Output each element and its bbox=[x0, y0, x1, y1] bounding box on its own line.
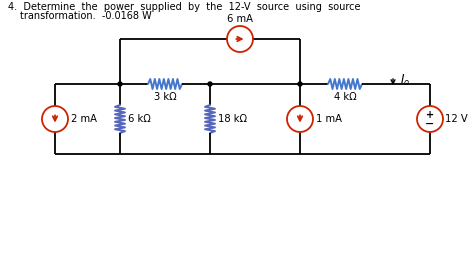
Circle shape bbox=[298, 82, 302, 86]
Text: 18 kΩ: 18 kΩ bbox=[218, 114, 247, 124]
Text: 6 kΩ: 6 kΩ bbox=[128, 114, 151, 124]
Circle shape bbox=[118, 82, 122, 86]
Text: $I_o$: $I_o$ bbox=[400, 73, 410, 88]
Text: 4 kΩ: 4 kΩ bbox=[334, 92, 356, 102]
Circle shape bbox=[208, 82, 212, 86]
Text: transformation.  -0.0168 W: transformation. -0.0168 W bbox=[20, 11, 152, 21]
Text: −: − bbox=[425, 119, 435, 129]
Text: 3 kΩ: 3 kΩ bbox=[154, 92, 176, 102]
Text: 4.  Determine  the  power  supplied  by  the  12-V  source  using  source: 4. Determine the power supplied by the 1… bbox=[8, 2, 361, 12]
Text: 2 mA: 2 mA bbox=[71, 114, 97, 124]
Text: 1 mA: 1 mA bbox=[316, 114, 342, 124]
Text: 12 V: 12 V bbox=[445, 114, 468, 124]
Text: +: + bbox=[426, 110, 434, 120]
Text: 6 mA: 6 mA bbox=[227, 14, 253, 24]
